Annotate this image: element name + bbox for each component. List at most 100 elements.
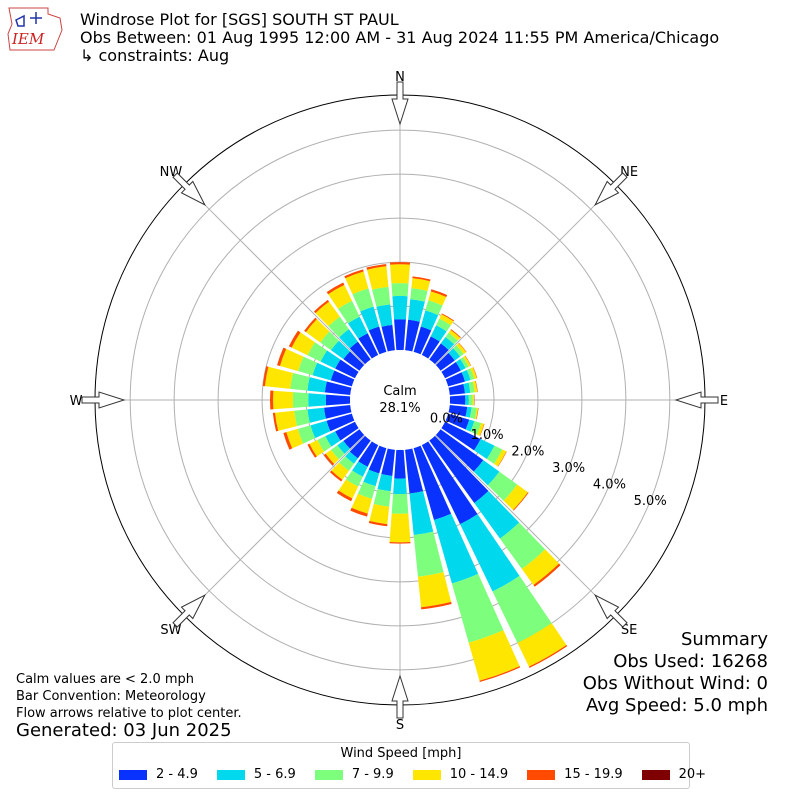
bar-270-bin-0 xyxy=(325,394,351,406)
bar-50-bin-4 xyxy=(458,342,467,353)
flow-arrow-ne xyxy=(594,172,628,206)
bar-260-bin-1 xyxy=(307,407,326,423)
bar-330-bin-0 xyxy=(358,333,379,359)
legend-label-5: 20+ xyxy=(678,767,707,782)
bar-300-bin-2 xyxy=(307,342,328,362)
bar-210-bin-0 xyxy=(358,441,379,467)
bar-230-bin-1 xyxy=(337,440,350,454)
legend-title: Wind Speed [mph] xyxy=(340,746,462,761)
bar-100-bin-0 xyxy=(448,405,468,417)
bar-290-bin-1 xyxy=(312,362,335,381)
bar-120-bin-4 xyxy=(497,451,507,467)
bar-170-bin-4 xyxy=(421,601,452,610)
bar-210-bin-4 xyxy=(336,490,353,502)
bar-30-bin-0 xyxy=(421,336,440,359)
legend-item-4: 15 - 19.9 xyxy=(527,767,623,782)
legend-swatch-5 xyxy=(641,769,670,780)
bar-190-bin-1 xyxy=(377,474,393,492)
bar-50-bin-1 xyxy=(448,348,461,361)
calm-value: 28.1% xyxy=(379,401,420,416)
bar-70-bin-1 xyxy=(461,369,471,382)
bar-200-bin-2 xyxy=(357,481,376,499)
bar-340-bin-2 xyxy=(352,288,374,312)
bar-200-bin-0 xyxy=(368,445,387,474)
bar-130-bin-3 xyxy=(503,484,528,510)
constraints: ↳ constraints: Aug xyxy=(80,46,230,65)
bar-110-bin-4 xyxy=(479,423,485,436)
bar-270-bin-4 xyxy=(269,390,274,410)
bar-350-bin-1 xyxy=(376,304,393,327)
bar-190-bin-3 xyxy=(369,503,390,525)
bar-0-bin-0 xyxy=(394,319,406,351)
summary-heading: Summary xyxy=(681,629,768,650)
radial-tick-label-1: 1.0% xyxy=(471,428,504,443)
bar-310-bin-3 xyxy=(305,319,330,343)
bar-160-bin-4 xyxy=(479,666,521,683)
bar-140-bin-0 xyxy=(429,435,489,503)
calm-label: Calm xyxy=(383,384,416,399)
summary-obs-used: Obs Used: 16268 xyxy=(613,651,768,672)
bar-280-bin-3 xyxy=(264,366,294,389)
bar-250-bin-0 xyxy=(326,413,355,432)
legend-label-3: 10 - 14.9 xyxy=(449,767,509,782)
legend-swatch-1 xyxy=(216,769,245,780)
radial-tick-label-2: 2.0% xyxy=(511,445,544,460)
bar-230-bin-2 xyxy=(330,445,345,460)
bar-290-bin-2 xyxy=(298,356,318,376)
bar-convention: Bar Convention: Meteorology xyxy=(16,689,206,704)
grid-spoke-se xyxy=(435,435,617,617)
legend-item-3: 10 - 14.9 xyxy=(412,767,509,782)
legend-label-0: 2 - 4.9 xyxy=(156,767,198,782)
bar-70-bin-0 xyxy=(445,372,466,387)
bar-250-bin-2 xyxy=(297,425,316,444)
bar-220-bin-4 xyxy=(329,470,343,482)
bar-150-bin-3 xyxy=(517,623,567,667)
grid-spoke-sw xyxy=(183,435,365,617)
compass-se: SE xyxy=(621,623,637,638)
compass-n: N xyxy=(395,70,405,85)
bar-40-bin-0 xyxy=(429,343,449,365)
bar-10-bin-0 xyxy=(405,319,420,352)
bar-50-bin-3 xyxy=(456,343,467,355)
bar-290-bin-4 xyxy=(277,347,287,367)
bar-10-bin-4 xyxy=(412,276,431,282)
bar-70-bin-2 xyxy=(466,368,475,381)
legend-swatch-0 xyxy=(119,769,147,780)
bar-60-bin-2 xyxy=(460,357,469,369)
bar-60-bin-0 xyxy=(441,362,461,379)
bar-90-bin-3 xyxy=(472,394,475,406)
bar-20-bin-0 xyxy=(413,326,432,355)
bar-100-bin-4 xyxy=(476,407,479,420)
bar-150-bin-1 xyxy=(460,514,520,592)
bar-190-bin-2 xyxy=(373,488,391,507)
bar-300-bin-0 xyxy=(335,359,359,379)
bar-110-bin-0 xyxy=(445,413,470,430)
bar-250-bin-3 xyxy=(286,428,304,449)
bar-60-bin-1 xyxy=(455,359,466,371)
bar-190-bin-0 xyxy=(381,448,395,476)
legend-swatch-3 xyxy=(412,769,441,780)
bar-330-bin-4 xyxy=(326,282,345,295)
bar-120-bin-2 xyxy=(486,445,503,464)
calm-circle xyxy=(350,350,450,450)
bar-120-bin-0 xyxy=(441,421,481,451)
bar-80-bin-4 xyxy=(475,380,478,393)
bar-140-bin-4 xyxy=(533,563,561,587)
bar-100-bin-1 xyxy=(465,406,472,418)
flow-arrow-s xyxy=(391,674,409,719)
compass-s: S xyxy=(396,718,404,733)
bar-20-bin-3 xyxy=(428,291,447,306)
bar-330-bin-3 xyxy=(328,284,353,309)
bar-180-bin-4 xyxy=(389,541,411,544)
legend-item-0: 2 - 4.9 xyxy=(119,767,198,782)
bar-270-bin-1 xyxy=(308,393,327,407)
bar-220-bin-1 xyxy=(345,451,358,464)
bar-80-bin-0 xyxy=(448,383,466,395)
radial-tick-label-5: 5.0% xyxy=(634,494,667,509)
bar-150-bin-0 xyxy=(421,441,478,525)
bar-180-bin-1 xyxy=(393,478,407,494)
bar-140-bin-3 xyxy=(521,549,559,585)
bar-140-bin-1 xyxy=(474,491,520,539)
